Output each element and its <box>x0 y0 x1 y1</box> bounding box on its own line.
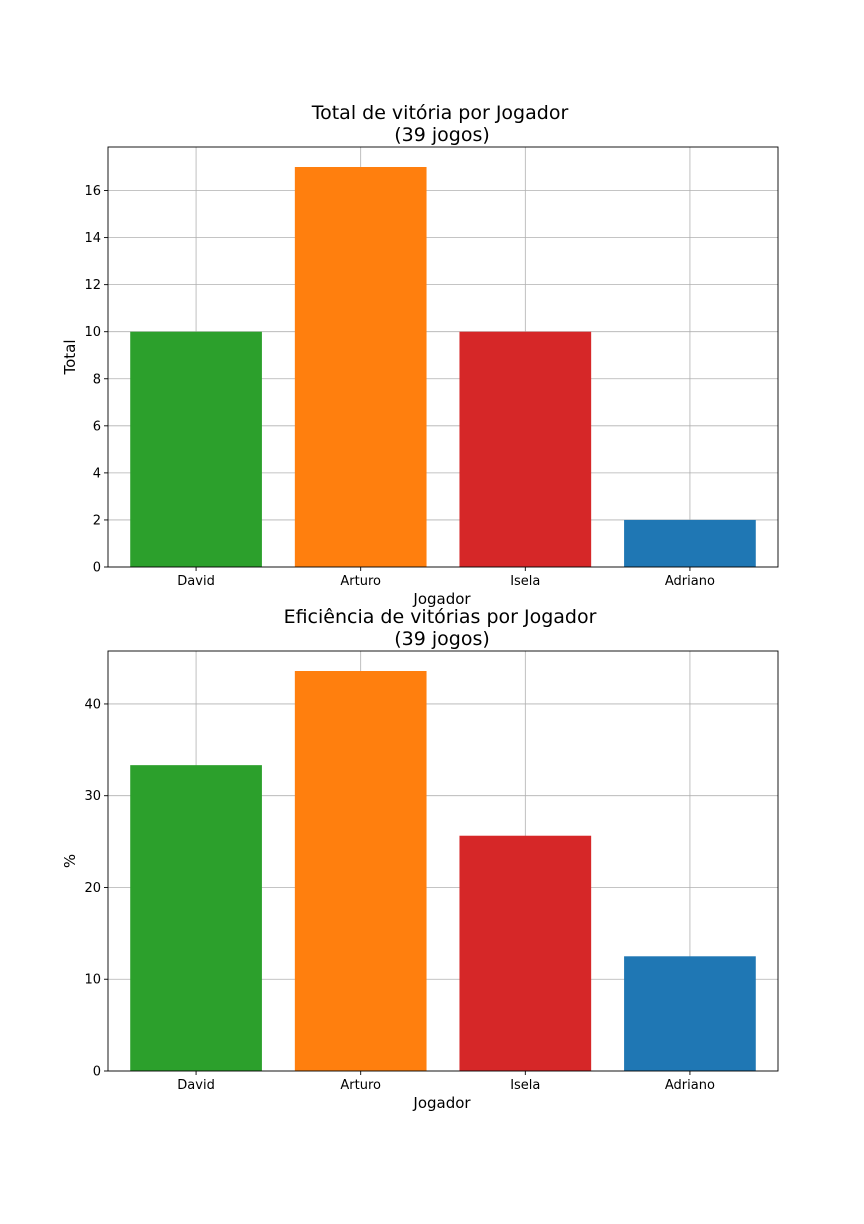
y-tick-label: 2 <box>93 513 101 528</box>
y-tick-label: 10 <box>84 325 101 340</box>
y-tick-label: 0 <box>93 1065 101 1080</box>
y-tick-label: 20 <box>84 881 101 896</box>
y-tick-label: 6 <box>93 419 101 434</box>
chart-win-efficiency: Eficiência de vitórias por Jogador (39 j… <box>61 606 779 1112</box>
chart-subtitle: (39 jogos) <box>394 628 490 650</box>
bars <box>130 671 756 1071</box>
plot-frame <box>107 146 779 568</box>
bar-david <box>130 331 262 567</box>
y-tick-label: 40 <box>84 697 101 712</box>
x-tick-label: Isela <box>510 574 540 589</box>
x-tick-label: Adriano <box>665 1078 715 1093</box>
chart-title: Eficiência de vitórias por Jogador <box>284 606 597 628</box>
x-tick-label: Arturo <box>340 1078 381 1093</box>
bar-adriano <box>624 519 756 567</box>
x-tick-label: Isela <box>510 1078 540 1093</box>
chart-subtitle: (39 jogos) <box>394 124 490 146</box>
y-tick-label: 4 <box>93 466 101 481</box>
y-tick-label: 14 <box>84 231 101 246</box>
y-tick-label: 16 <box>84 184 101 199</box>
bar-david <box>130 765 262 1071</box>
y-axis-label: % <box>61 854 79 868</box>
ticks: 0 2 4 6 8 10 12 14 16 David Arturo Isela Adriano <box>84 184 715 589</box>
bar-isela <box>459 835 592 1071</box>
y-tick-label: 8 <box>93 372 101 387</box>
bar-arturo <box>294 671 427 1071</box>
plot-frame <box>107 650 779 1072</box>
x-tick-label: Adriano <box>665 574 715 589</box>
y-tick-label: 30 <box>84 789 101 804</box>
y-tick-label: 12 <box>84 278 101 293</box>
bar-isela <box>459 331 592 567</box>
chart-total-wins: Total de vitória por Jogador (39 jogos) … <box>61 102 779 608</box>
chart-title: Total de vitória por Jogador <box>311 102 569 124</box>
x-axis-label: Jogador <box>412 590 471 608</box>
y-tick-label: 0 <box>93 561 101 576</box>
x-tick-label: David <box>177 1078 215 1093</box>
y-tick-label: 10 <box>84 973 101 988</box>
x-tick-label: Arturo <box>340 574 381 589</box>
ticks: 0 10 20 30 40 David Arturo Isela Adriano <box>84 697 715 1093</box>
x-axis-label: Jogador <box>412 1094 471 1112</box>
x-tick-label: David <box>177 574 215 589</box>
bar-arturo <box>294 167 427 567</box>
bar-adriano <box>624 956 756 1071</box>
bars <box>130 167 756 567</box>
y-axis-label: Total <box>61 339 79 375</box>
